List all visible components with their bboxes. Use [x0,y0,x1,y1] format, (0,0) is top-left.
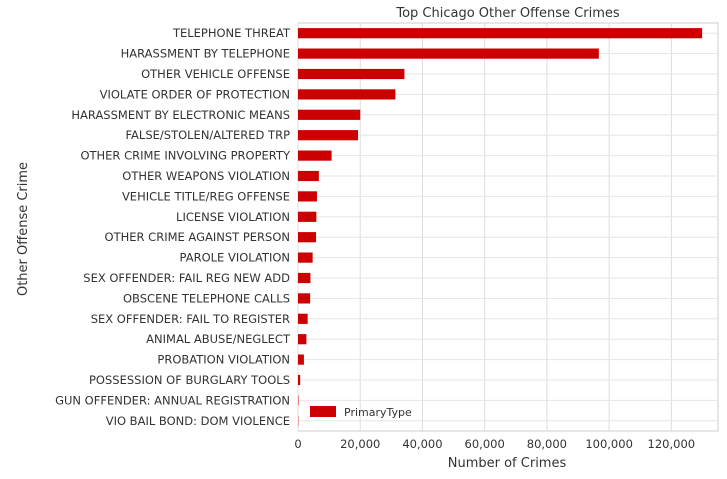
y-tick-label: SEX OFFENDER: FAIL TO REGISTER [91,312,290,326]
y-tick-label: OTHER CRIME INVOLVING PROPERTY [80,149,291,163]
chart-title: Top Chicago Other Offense Crimes [395,6,620,21]
x-tick-label: 100,000 [585,437,633,451]
bar [298,130,359,141]
bar [298,211,317,222]
y-axis-label: Other Offense Crime [16,162,31,296]
plot-area [297,22,719,432]
y-tick-label: FALSE/STOLEN/ALTERED TRP [126,128,291,142]
y-tick-label: OTHER WEAPONS VIOLATION [122,169,290,183]
legend-label: PrimaryType [344,406,412,419]
bar [298,374,301,386]
y-tick-label: PAROLE VIOLATION [180,251,290,265]
bar [298,272,311,284]
x-tick-label: 40,000 [402,437,442,451]
y-tick-label: ANIMAL ABUSE/NEGLECT [146,332,291,346]
bar [298,232,317,243]
x-tick-labels: 0 20,000 40,000 60,000 80,000 100,000 120,000 [294,437,695,451]
bars [298,28,703,426]
y-tick-label: PROBATION VIOLATION [157,353,290,367]
legend-swatch [310,406,336,417]
grid [297,23,718,431]
x-tick-label: 120,000 [648,437,696,451]
x-tick-label: 0 [294,437,301,451]
y-tick-label: OTHER CRIME AGAINST PERSON [105,230,290,244]
y-tick-labels: TELEPHONE THREAT HARASSMENT BY TELEPHONE O… [55,26,291,428]
y-tick-label: POSSESSION OF BURGLARY TOOLS [89,373,290,387]
y-tick-label: HARASSMENT BY TELEPHONE [121,47,290,61]
y-tick-label: VEHICLE TITLE/REG OFFENSE [122,189,290,203]
bar [298,252,313,263]
bar [298,313,308,324]
y-tick-label: OBSCENE TELEPHONE CALLS [123,291,290,305]
y-tick-label: GUN OFFENDER: ANNUAL REGISTRATION [55,393,290,407]
x-tick-label: 20,000 [340,437,380,451]
bar [298,334,307,345]
y-tick-label: VIO BAIL BOND: DOM VIOLENCE [106,414,290,428]
bar [298,191,317,202]
y-tick-label: HARASSMENT BY ELECTRONIC MEANS [71,108,290,122]
bar [298,48,599,59]
bar [298,354,304,365]
y-tick-label: SEX OFFENDER: FAIL REG NEW ADD [83,271,290,285]
y-tick-label: LICENSE VIOLATION [176,210,290,224]
x-tick-label: 60,000 [465,437,505,451]
x-tick-label: 80,000 [527,437,567,451]
x-axis-label: Number of Crimes [448,456,567,471]
bar [298,89,396,100]
bar [298,170,319,182]
bar [298,68,405,80]
y-tick-label: OTHER VEHICLE OFFENSE [141,67,290,81]
y-tick-label: TELEPHONE THREAT [172,26,291,40]
bar [298,293,311,304]
y-tick-label: VIOLATE ORDER OF PROTECTION [100,87,290,101]
legend: PrimaryType [310,406,412,419]
bar [298,109,361,120]
bar [298,28,703,39]
bar [298,150,332,161]
